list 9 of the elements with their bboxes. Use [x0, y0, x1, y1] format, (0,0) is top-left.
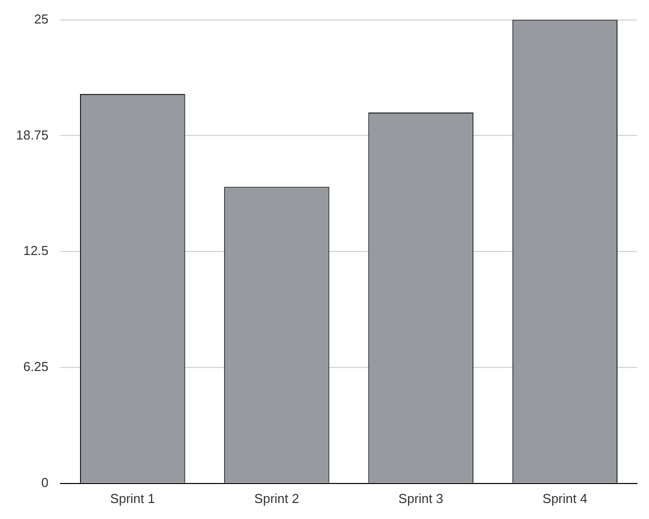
x-tick-label: Sprint 1	[110, 490, 155, 506]
x-tick-label: Sprint 2	[254, 490, 300, 506]
x-tick-label: Sprint 4	[542, 490, 588, 506]
y-tick-label: 6.25	[23, 359, 49, 374]
y-tick-label: 25	[34, 11, 49, 26]
x-tick-label: Sprint 3	[398, 490, 444, 506]
y-tick-label: 0	[41, 474, 49, 490]
y-tick-label: 18.75	[16, 127, 49, 142]
y-tick-label: 12.5	[23, 243, 49, 258]
